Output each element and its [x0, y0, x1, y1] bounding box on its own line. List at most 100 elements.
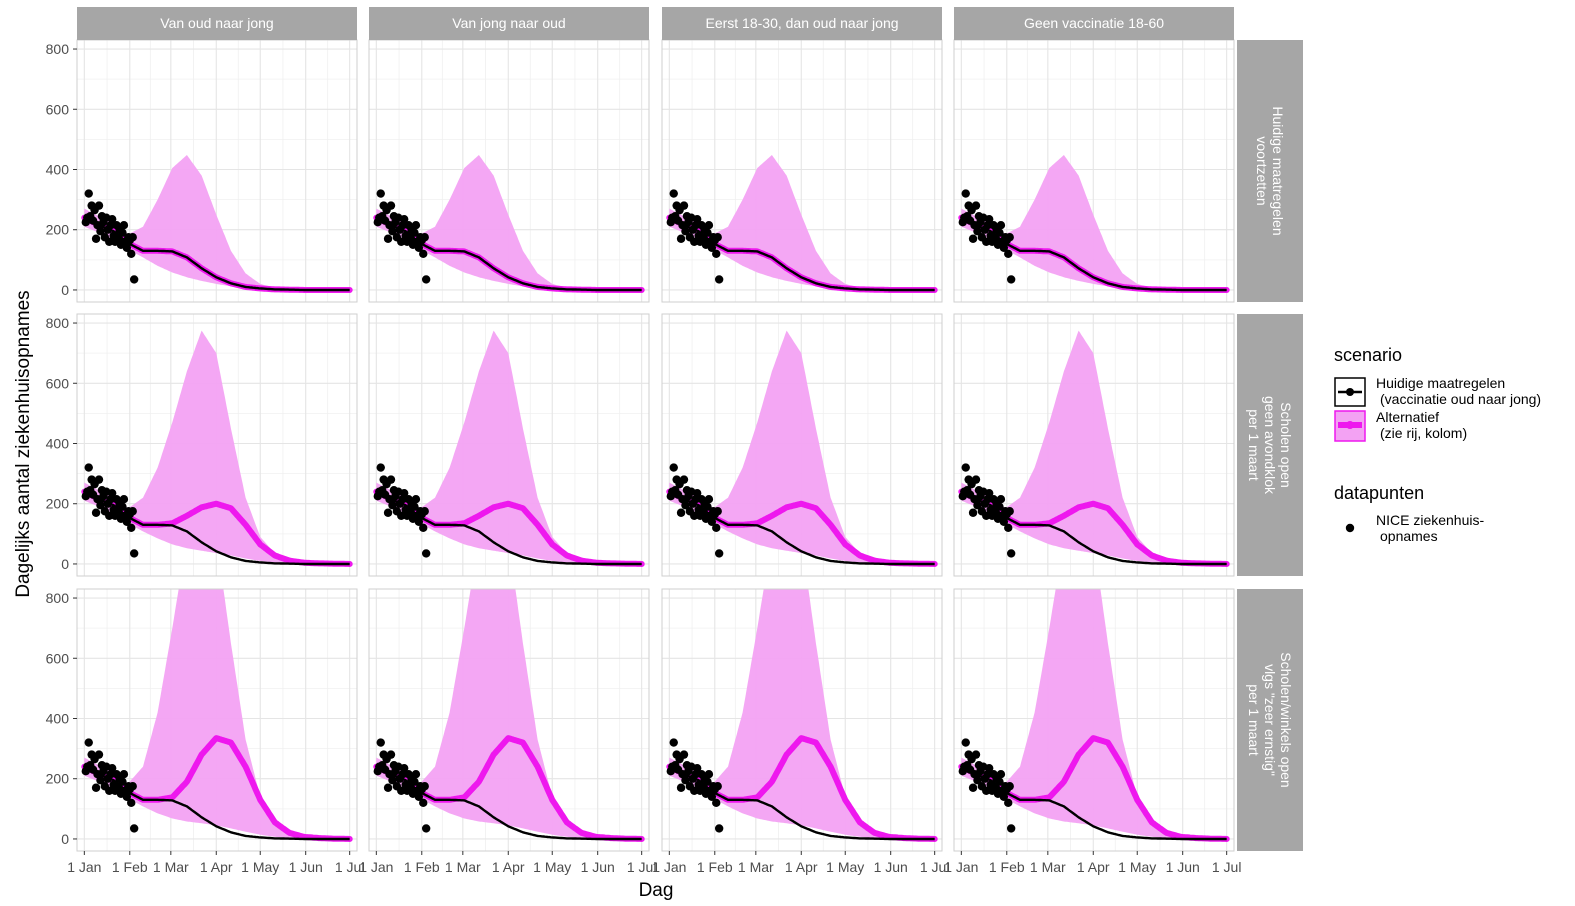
x-tick-label: 1 Mar [445, 859, 481, 875]
data-point [420, 507, 429, 516]
data-point [676, 783, 686, 792]
data-point [399, 214, 409, 224]
observed-points [373, 189, 431, 284]
data-point [713, 507, 722, 516]
data-point [714, 275, 724, 284]
data-point [84, 738, 93, 747]
data-point [999, 243, 1009, 252]
data-point [961, 463, 970, 472]
data-point [995, 228, 1004, 237]
data-point [703, 777, 712, 786]
row-strip-label: per 1 maart [1246, 684, 1262, 756]
data-point [410, 777, 419, 786]
data-point [1006, 824, 1016, 833]
data-point [129, 549, 139, 558]
data-point [973, 776, 982, 785]
data-point [118, 777, 127, 786]
uncertainty-band [84, 589, 350, 839]
legend-label: (zie rij, kolom) [1380, 425, 1467, 441]
y-tick-label: 600 [46, 375, 70, 391]
y-tick-label: 800 [46, 41, 70, 57]
x-tick-label: 1 Jun [581, 859, 615, 875]
panel-r3-c2 [368, 588, 650, 852]
data-point [107, 763, 117, 773]
x-tick-label: 1 Jun [1166, 859, 1200, 875]
x-tick-label: 1 Jun [874, 859, 908, 875]
data-point [414, 517, 424, 526]
data-point [127, 523, 136, 533]
legend-key-point [1346, 388, 1354, 396]
y-tick-label: 600 [46, 650, 70, 666]
x-tick-label: 1 Jul [627, 859, 657, 875]
data-point [690, 511, 699, 520]
legend: scenario Huidige maatregelen(vaccinatie o… [1334, 345, 1541, 544]
legend-title: scenario [1334, 345, 1402, 365]
data-point [714, 549, 724, 558]
data-point [712, 523, 721, 533]
data-point [118, 228, 127, 237]
observed-points [666, 463, 724, 558]
gridlines [77, 40, 357, 302]
data-point [669, 738, 678, 747]
legend-label: opnames [1380, 528, 1438, 544]
legend-point-key [1345, 523, 1355, 533]
legend-points-entry: NICE ziekenhuis-opnames [1345, 512, 1484, 544]
panel-r1-c1 [76, 39, 358, 303]
uncertainty-band [376, 589, 642, 839]
axes: 0 200 400 600 800 0 200 400 600 800 1 Jan 1 Feb 1 Ma… [46, 41, 1242, 875]
y-tick-label: 0 [61, 282, 69, 298]
panel-border [368, 313, 650, 577]
data-point [692, 488, 702, 498]
data-point [119, 495, 129, 504]
x-tick-label: 1 Feb [112, 859, 148, 875]
data-point [397, 511, 406, 520]
data-point [107, 214, 117, 224]
panel-r3-c3 [661, 588, 943, 852]
legend-label: (vaccinatie oud naar jong) [1380, 391, 1541, 407]
data-point [681, 776, 690, 785]
data-point [399, 488, 409, 498]
panel-r2-c4 [953, 313, 1235, 577]
observed-points [81, 189, 139, 284]
data-point [421, 549, 431, 558]
data-point [128, 507, 137, 516]
data-point [704, 495, 714, 504]
data-point [419, 798, 428, 808]
data-point [1005, 782, 1014, 791]
panel-r1-c2 [368, 39, 650, 303]
column-strip: Geen vaccinatie 18-60 [954, 7, 1234, 40]
legend-label: NICE ziekenhuis- [1376, 512, 1484, 528]
data-point [973, 227, 982, 236]
data-point [383, 783, 393, 792]
y-tick-label: 200 [46, 496, 70, 512]
uncertainty-band [84, 155, 350, 290]
data-point [982, 237, 991, 246]
data-point [1006, 275, 1016, 284]
panel-border [76, 313, 358, 577]
column-strip-label: Van jong naar oud [452, 15, 565, 31]
legend-entry: Alternatief(zie rij, kolom) [1334, 409, 1467, 442]
data-point [420, 233, 429, 242]
x-tick-label: 1 Mar [153, 859, 189, 875]
uncertainty-band [961, 330, 1227, 564]
uncertainty-band [376, 155, 642, 290]
data-point [410, 502, 419, 511]
column-strip: Van jong naar oud [369, 7, 649, 40]
data-point [968, 508, 978, 517]
panel-border [953, 313, 1235, 577]
data-point [420, 782, 429, 791]
data-point [712, 249, 721, 259]
data-point [411, 495, 421, 504]
data-point [999, 517, 1009, 526]
panel-border [953, 588, 1235, 852]
x-tick-label: 1 Feb [989, 859, 1025, 875]
data-point [996, 221, 1006, 230]
y-axis-title: Dagelijks aantal ziekenhuisopnames [13, 290, 34, 597]
legend-entry: Huidige maatregelen(vaccinatie oud naar … [1334, 375, 1541, 407]
row-strip-label: Scholen/winkels open [1278, 652, 1294, 787]
x-tick-label: 1 Apr [492, 859, 525, 875]
data-point [984, 214, 994, 224]
x-tick-label: 1 Jul [335, 859, 365, 875]
data-point [1004, 249, 1013, 259]
data-point [714, 824, 724, 833]
